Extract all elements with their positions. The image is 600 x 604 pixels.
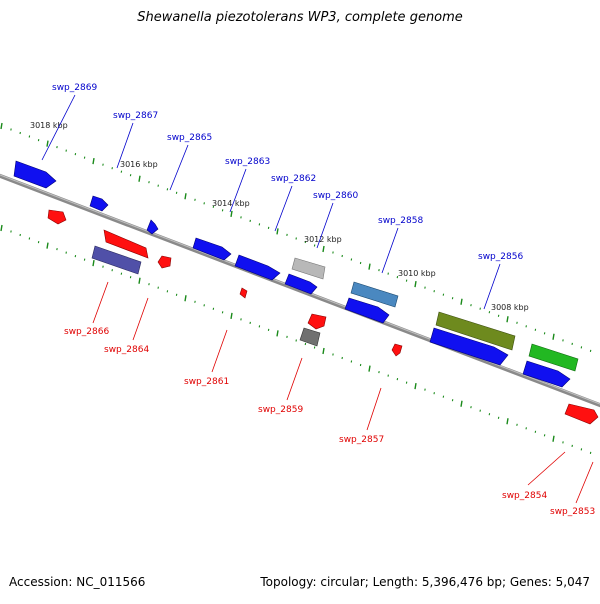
leader-line	[576, 462, 593, 503]
forward-gene-labels: swp_2869 swp_2867 swp_2865 swp_2863 swp_…	[42, 83, 523, 309]
scale-label: 3010 kbp	[398, 269, 436, 278]
scale-label: 3008 kbp	[491, 303, 529, 312]
leader-line	[133, 298, 148, 340]
gene-arrow-swp-2859b[interactable]	[300, 328, 320, 346]
page-title: Shewanella piezotolerans WP3, complete g…	[0, 10, 600, 25]
gene-arrow-reverse[interactable]	[48, 210, 66, 224]
scale-tick-major	[415, 281, 416, 287]
leader-line	[367, 388, 381, 430]
scale-tick-major	[323, 348, 324, 354]
gene-label-swp-2861[interactable]: swp_2861	[184, 377, 229, 387]
scale-tick-major	[277, 228, 278, 234]
gene-label-swp-2865[interactable]: swp_2865	[167, 133, 212, 143]
scale-tick-major	[93, 158, 94, 164]
gene-label-swp-2863[interactable]: swp_2863	[225, 157, 270, 167]
leader-line	[382, 228, 398, 273]
leader-line	[528, 452, 565, 485]
leader-line	[275, 186, 292, 231]
gene-label-swp-2866[interactable]: swp_2866	[64, 327, 109, 337]
gene-label-swp-2869[interactable]: swp_2869	[52, 83, 97, 93]
scale-label: 3014 kbp	[212, 199, 250, 208]
scale-tick-major	[1, 225, 2, 231]
gene-label-swp-2857[interactable]: swp_2857	[339, 435, 384, 445]
scale-tick-major	[139, 278, 140, 284]
leader-line	[170, 145, 188, 190]
gene-label-swp-2860[interactable]: swp_2860	[313, 191, 358, 201]
accession-label: Accession: NC_011566	[9, 575, 145, 589]
leader-line	[212, 330, 227, 372]
gene-arrow-swp-2859[interactable]	[308, 314, 326, 329]
scale-tick-major	[47, 243, 48, 249]
scale-tick-major	[507, 418, 508, 424]
gene-arrow-reverse-small[interactable]	[158, 256, 171, 268]
scale-label: 3016 kbp	[120, 160, 158, 169]
reverse-gene-labels: swp_2866 swp_2864 swp_2861 swp_2859 swp_…	[64, 282, 595, 517]
scale-tick-major	[139, 176, 140, 182]
gene-arrow-swp-2867[interactable]	[90, 196, 108, 211]
scale-tick-major	[323, 246, 324, 252]
gene-label-swp-2864[interactable]: swp_2864	[104, 345, 149, 355]
scale-tick-major	[231, 211, 232, 217]
gene-label-swp-2862[interactable]: swp_2862	[271, 174, 316, 184]
gene-label-swp-2853[interactable]: swp_2853	[550, 507, 595, 517]
gene-arrow-swp-2860[interactable]	[292, 258, 325, 279]
scale-tick-major	[231, 313, 232, 319]
scale-tick-major	[369, 264, 370, 270]
gene-label-swp-2858[interactable]: swp_2858	[378, 216, 423, 226]
scale-tick-major	[1, 123, 2, 129]
gene-label-swp-2854[interactable]: swp_2854	[502, 491, 547, 501]
gene-label-swp-2867[interactable]: swp_2867	[113, 111, 158, 121]
scale-label: 3012 kbp	[304, 235, 342, 244]
scale-tick-major	[461, 299, 462, 305]
scale-tick-major	[277, 330, 278, 336]
gene-arrow-swp-2854[interactable]	[565, 404, 598, 424]
scale-tick-major	[369, 366, 370, 372]
gene-arrow-swp-2857[interactable]	[392, 344, 402, 356]
scale-tick-major	[47, 141, 48, 147]
scale-tick-major	[507, 316, 508, 322]
scale-tick-major	[93, 260, 94, 266]
scale-label: 3018 kbp	[30, 121, 68, 130]
scale-tick-major	[185, 193, 186, 199]
topology-label: Topology: circular; Length: 5,396,476 bp…	[260, 575, 590, 589]
gene-label-swp-2859[interactable]: swp_2859	[258, 405, 303, 415]
scale-tick-major	[185, 295, 186, 301]
leader-line	[93, 282, 108, 323]
scale-tick-major	[553, 436, 554, 442]
scale-tick-major	[415, 383, 416, 389]
gene-label-swp-2856[interactable]: swp_2856	[478, 252, 523, 262]
leader-line	[287, 358, 302, 400]
gene-arrow-swp-2861[interactable]	[240, 288, 247, 298]
scale-tick-major	[461, 401, 462, 407]
scale-tick-major	[553, 334, 554, 340]
